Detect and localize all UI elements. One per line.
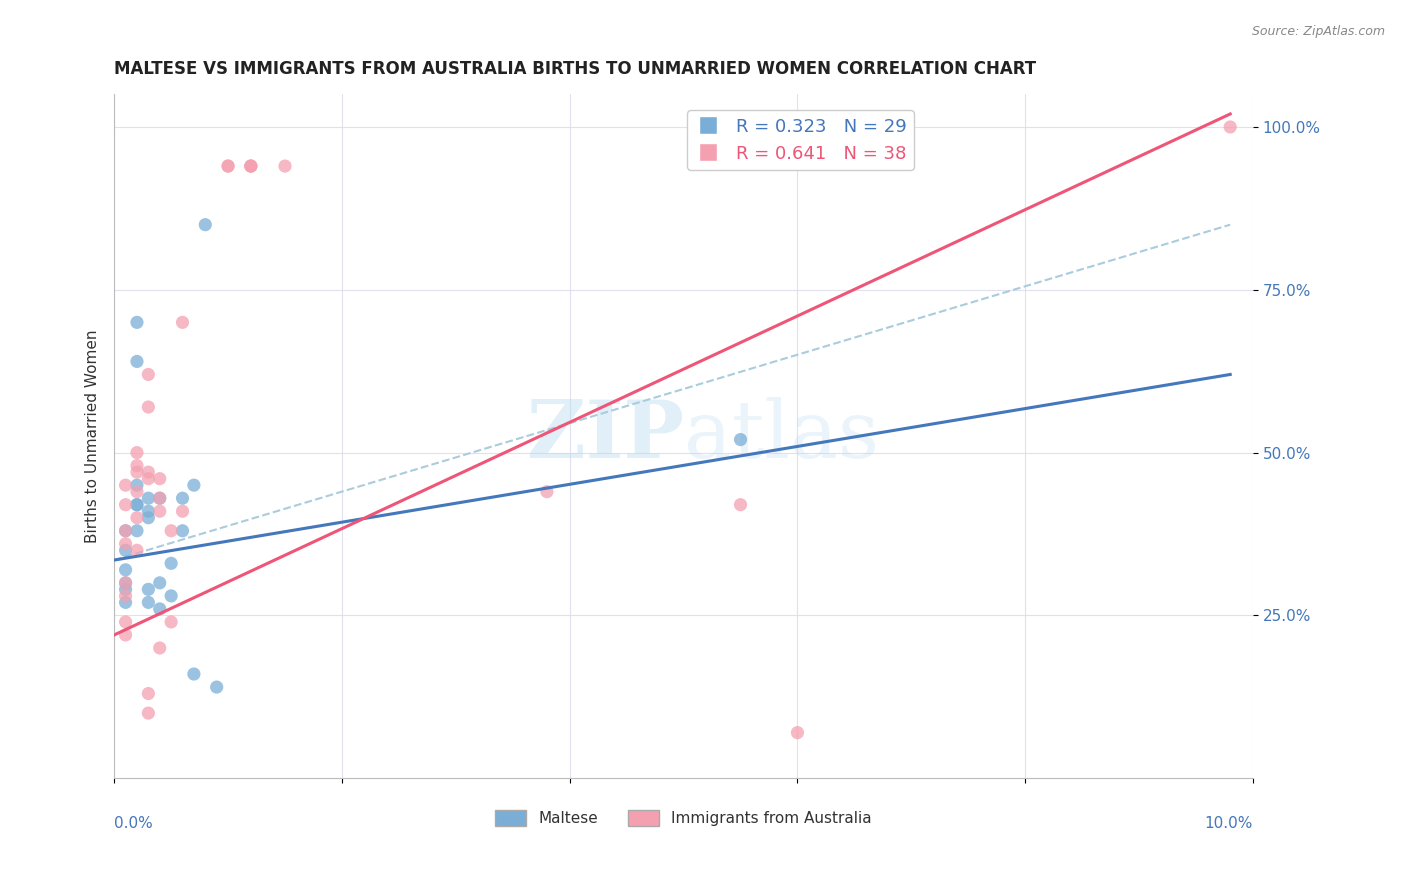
Point [125,465,148,479]
Point [138,504,160,518]
Point [114,575,136,590]
Point [194,218,217,232]
Point [114,498,136,512]
Point [172,491,194,506]
Text: 10.0%: 10.0% [1205,816,1253,830]
Point [125,445,148,459]
Text: Source: ZipAtlas.com: Source: ZipAtlas.com [1251,25,1385,38]
Point [125,484,148,499]
Point [125,543,148,558]
Point [138,465,160,479]
Point [138,595,160,609]
Point [125,315,148,329]
Point [114,615,136,629]
Point [149,491,172,506]
Point [125,510,148,524]
Point [138,582,160,597]
Point [138,400,160,414]
Point [114,537,136,551]
Point [149,504,172,518]
Point [786,725,808,739]
Y-axis label: Births to Unmarried Women: Births to Unmarried Women [86,329,100,543]
Point [125,524,148,538]
Point [114,595,136,609]
Point [160,589,183,603]
Point [1219,120,1241,134]
Point [730,498,752,512]
Point [114,563,136,577]
Point [138,706,160,720]
Point [160,557,183,571]
Text: 0.0%: 0.0% [114,816,153,830]
Point [149,602,172,616]
Text: atlas: atlas [683,397,879,475]
Point [114,628,136,642]
Point [149,472,172,486]
Point [125,458,148,473]
Point [138,368,160,382]
Point [183,667,205,681]
Point [239,159,262,173]
Point [160,615,183,629]
Point [183,478,205,492]
Point [125,478,148,492]
Point [172,504,194,518]
Text: ZIP: ZIP [527,397,683,475]
Point [138,687,160,701]
Point [205,680,228,694]
Point [125,498,148,512]
Point [114,582,136,597]
Point [114,543,136,558]
Legend: Maltese, Immigrants from Australia: Maltese, Immigrants from Australia [489,804,877,832]
Point [172,524,194,538]
Point [114,524,136,538]
Point [125,498,148,512]
Point [274,159,297,173]
Point [217,159,239,173]
Point [149,640,172,655]
Point [217,159,239,173]
Point [114,589,136,603]
Point [138,491,160,506]
Point [149,491,172,506]
Point [730,433,752,447]
Point [172,315,194,329]
Point [239,159,262,173]
Point [114,575,136,590]
Point [536,484,558,499]
Point [138,510,160,524]
Point [239,159,262,173]
Point [138,472,160,486]
Text: MALTESE VS IMMIGRANTS FROM AUSTRALIA BIRTHS TO UNMARRIED WOMEN CORRELATION CHART: MALTESE VS IMMIGRANTS FROM AUSTRALIA BIR… [114,60,1036,78]
Point [125,354,148,368]
Point [149,575,172,590]
Point [114,524,136,538]
Point [114,478,136,492]
Point [160,524,183,538]
